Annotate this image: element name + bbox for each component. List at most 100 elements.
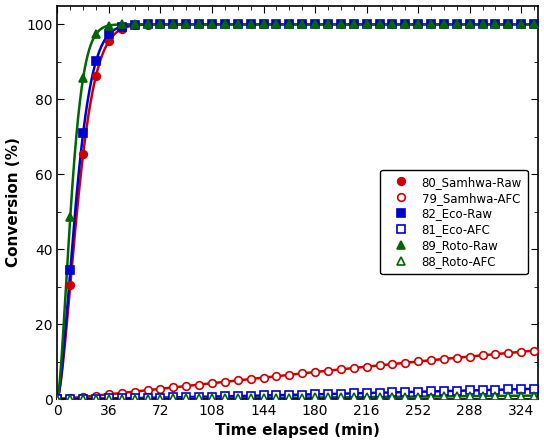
79_Samhwa-AFC bbox=[209, 381, 215, 386]
82_Eco-Raw bbox=[312, 22, 318, 27]
89_Roto-Raw bbox=[428, 22, 434, 27]
88_Roto-AFC bbox=[196, 396, 202, 401]
82_Eco-Raw bbox=[325, 22, 331, 27]
89_Roto-Raw bbox=[466, 22, 473, 27]
79_Samhwa-AFC bbox=[144, 388, 151, 393]
89_Roto-Raw bbox=[389, 22, 395, 27]
82_Eco-Raw bbox=[132, 22, 138, 28]
88_Roto-AFC bbox=[273, 395, 280, 400]
81_Eco-AFC bbox=[209, 394, 215, 399]
82_Eco-Raw bbox=[80, 131, 86, 136]
81_Eco-AFC bbox=[196, 394, 202, 400]
80_Samhwa-Raw bbox=[234, 22, 241, 27]
89_Roto-Raw bbox=[54, 396, 60, 402]
80_Samhwa-Raw bbox=[106, 39, 112, 44]
80_Samhwa-Raw bbox=[80, 151, 86, 157]
89_Roto-Raw bbox=[273, 22, 280, 27]
79_Samhwa-AFC bbox=[428, 357, 434, 363]
81_Eco-AFC bbox=[441, 388, 447, 394]
80_Samhwa-Raw bbox=[299, 22, 305, 27]
Legend: 80_Samhwa-Raw, 79_Samhwa-AFC, 82_Eco-Raw, 81_Eco-AFC, 89_Roto-Raw, 88_Roto-AFC: 80_Samhwa-Raw, 79_Samhwa-AFC, 82_Eco-Raw… bbox=[380, 170, 528, 274]
82_Eco-Raw bbox=[466, 22, 473, 27]
82_Eco-Raw bbox=[144, 22, 151, 27]
80_Samhwa-Raw bbox=[54, 396, 60, 402]
82_Eco-Raw bbox=[286, 22, 293, 27]
81_Eco-AFC bbox=[221, 394, 228, 399]
80_Samhwa-Raw bbox=[338, 22, 344, 27]
81_Eco-AFC bbox=[428, 389, 434, 394]
82_Eco-Raw bbox=[479, 22, 486, 27]
88_Roto-AFC bbox=[234, 396, 241, 401]
89_Roto-Raw bbox=[479, 22, 486, 27]
79_Samhwa-AFC bbox=[350, 365, 357, 371]
80_Samhwa-Raw bbox=[479, 22, 486, 27]
81_Eco-AFC bbox=[80, 396, 86, 401]
80_Samhwa-Raw bbox=[402, 22, 409, 27]
80_Samhwa-Raw bbox=[92, 73, 99, 79]
81_Eco-AFC bbox=[273, 392, 280, 398]
82_Eco-Raw bbox=[234, 22, 241, 27]
82_Eco-Raw bbox=[350, 22, 357, 27]
80_Samhwa-Raw bbox=[170, 22, 177, 27]
80_Samhwa-Raw bbox=[312, 22, 318, 27]
81_Eco-AFC bbox=[466, 388, 473, 393]
88_Roto-AFC bbox=[157, 396, 164, 401]
80_Samhwa-Raw bbox=[273, 22, 280, 27]
89_Roto-Raw bbox=[376, 22, 383, 27]
81_Eco-AFC bbox=[248, 393, 254, 398]
80_Samhwa-Raw bbox=[221, 22, 228, 27]
80_Samhwa-Raw bbox=[415, 22, 422, 27]
82_Eco-Raw bbox=[183, 22, 189, 27]
79_Samhwa-AFC bbox=[106, 392, 112, 397]
81_Eco-AFC bbox=[479, 388, 486, 393]
79_Samhwa-AFC bbox=[157, 386, 164, 392]
80_Samhwa-Raw bbox=[389, 22, 395, 27]
82_Eco-Raw bbox=[119, 24, 125, 29]
88_Roto-AFC bbox=[454, 394, 460, 399]
79_Samhwa-AFC bbox=[518, 349, 524, 354]
81_Eco-AFC bbox=[170, 395, 177, 400]
81_Eco-AFC bbox=[286, 392, 293, 397]
79_Samhwa-AFC bbox=[54, 396, 60, 402]
79_Samhwa-AFC bbox=[531, 348, 537, 353]
81_Eco-AFC bbox=[119, 396, 125, 401]
80_Samhwa-Raw bbox=[441, 22, 447, 27]
80_Samhwa-Raw bbox=[144, 22, 151, 27]
79_Samhwa-AFC bbox=[441, 357, 447, 362]
89_Roto-Raw bbox=[441, 22, 447, 27]
80_Samhwa-Raw bbox=[505, 22, 512, 27]
88_Roto-AFC bbox=[325, 395, 331, 400]
79_Samhwa-AFC bbox=[260, 375, 267, 380]
81_Eco-AFC bbox=[92, 396, 99, 401]
80_Samhwa-Raw bbox=[492, 22, 499, 27]
82_Eco-Raw bbox=[415, 22, 422, 27]
89_Roto-Raw bbox=[80, 75, 86, 81]
89_Roto-Raw bbox=[363, 22, 370, 27]
81_Eco-AFC bbox=[376, 390, 383, 396]
88_Roto-AFC bbox=[221, 396, 228, 401]
80_Samhwa-Raw bbox=[325, 22, 331, 27]
79_Samhwa-AFC bbox=[273, 373, 280, 379]
79_Samhwa-AFC bbox=[312, 369, 318, 375]
81_Eco-AFC bbox=[531, 386, 537, 392]
80_Samhwa-Raw bbox=[132, 23, 138, 28]
88_Roto-AFC bbox=[260, 395, 267, 400]
79_Samhwa-AFC bbox=[466, 354, 473, 359]
89_Roto-Raw bbox=[531, 22, 537, 27]
79_Samhwa-AFC bbox=[454, 355, 460, 361]
79_Samhwa-AFC bbox=[119, 390, 125, 396]
88_Roto-AFC bbox=[428, 394, 434, 399]
88_Roto-AFC bbox=[312, 395, 318, 400]
89_Roto-Raw bbox=[415, 22, 422, 27]
80_Samhwa-Raw bbox=[209, 22, 215, 27]
80_Samhwa-Raw bbox=[454, 22, 460, 27]
82_Eco-Raw bbox=[376, 22, 383, 27]
79_Samhwa-AFC bbox=[338, 367, 344, 372]
88_Roto-AFC bbox=[54, 396, 60, 402]
89_Roto-Raw bbox=[260, 22, 267, 27]
79_Samhwa-AFC bbox=[80, 394, 86, 400]
88_Roto-AFC bbox=[518, 393, 524, 398]
88_Roto-AFC bbox=[286, 395, 293, 400]
89_Roto-Raw bbox=[505, 22, 512, 27]
89_Roto-Raw bbox=[196, 22, 202, 27]
